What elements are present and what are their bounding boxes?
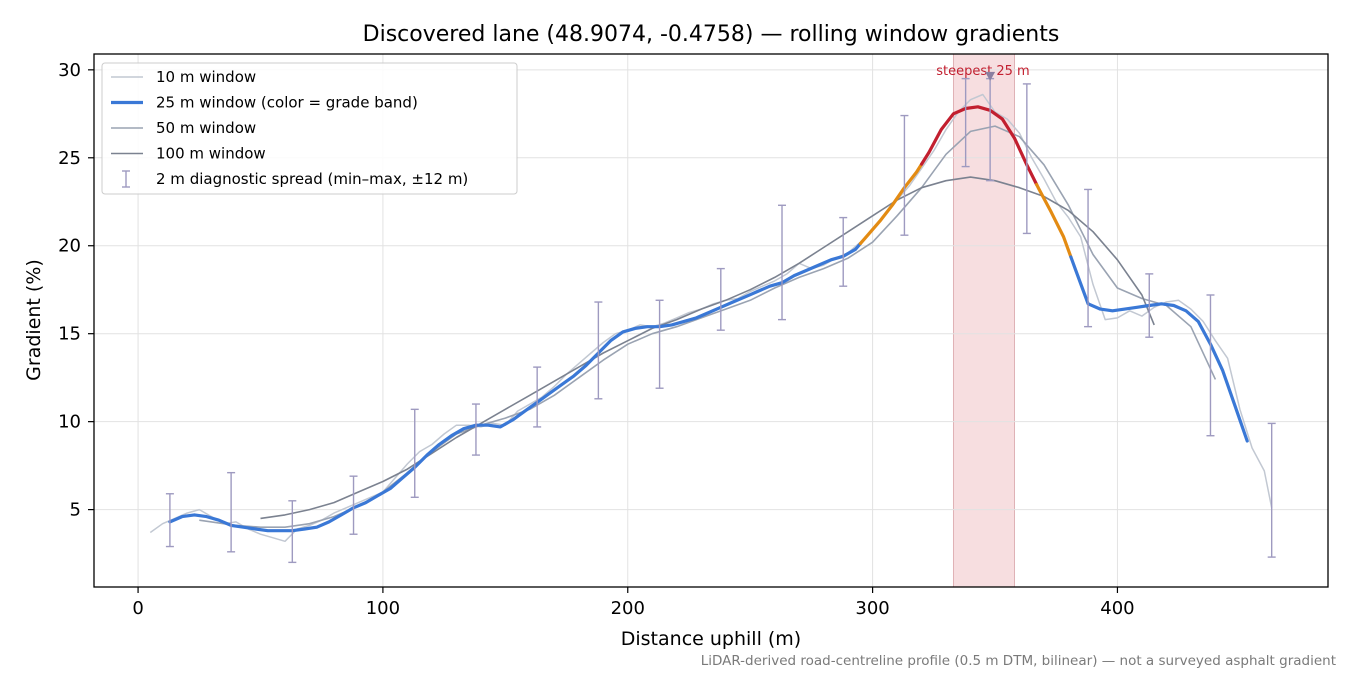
error-bar [1206,294,1215,437]
legend-item-50m: 50 m window [111,119,256,137]
series-25m-segment [1069,255,1249,443]
series-25m-segment [858,162,924,246]
series-layer [149,93,1273,543]
chart-title: Discovered lane (48.9074, -0.4758) — rol… [363,22,1060,47]
series-10m-line [149,93,1273,543]
legend: 10 m window 25 m window (color = grade ba… [101,62,518,195]
legend-label: 2 m diagnostic spread (min–max, ±12 m) [156,170,468,188]
y-tick-label: 10 [58,412,81,433]
y-tick-label: 30 [58,60,81,81]
error-bar [594,301,603,400]
legend-box [101,62,518,195]
legend-label: 50 m window [156,119,256,137]
error-bar [410,408,419,498]
axis-layer: 0 100 200 300 400 5 10 15 20 25 30 [58,60,1135,619]
error-bar [1267,422,1276,558]
legend-item-100m: 100 m window [111,145,266,163]
error-bar [1084,188,1093,328]
y-tick-label: 15 [58,324,81,345]
legend-item-errorbar: 2 m diagnostic spread (min–max, ±12 m) [122,170,468,188]
y-tick-label: 5 [70,500,81,521]
steepest-band [952,53,1016,588]
series-25m-segment [168,242,862,533]
x-tick-label: 200 [611,598,645,619]
series-25m-segment [920,105,1039,187]
band-annotation: steepest 25 m [936,64,1029,79]
error-bar [471,403,480,456]
legend-item-10m: 10 m window [111,68,256,86]
error-bar [1022,83,1031,235]
error-bar [839,216,848,287]
legend-label: 10 m window [156,68,256,86]
error-bar [165,493,174,548]
error-bar [533,366,542,428]
legend-label: 25 m window (color = grade band) [156,94,418,112]
error-bar [961,77,970,168]
x-tick-label: 100 [366,598,400,619]
highlight-band-layer [952,53,1016,588]
series-25m-segment [1035,182,1073,259]
x-axis-label: Distance uphill (m) [621,628,801,650]
legend-label: 100 m window [156,145,266,163]
error-bar [778,204,787,321]
error-bar [288,500,297,564]
error-bar [655,299,664,389]
steepest-marker [985,71,996,81]
footnote: LiDAR-derived road-centreline profile (0… [701,653,1336,669]
series-100m-line [260,176,1155,520]
error-bar [716,267,725,331]
x-tick-label: 0 [132,598,143,619]
y-tick-label: 20 [58,236,81,257]
error-bar [1145,273,1154,338]
legend-item-25m: 25 m window (color = grade band) [111,94,418,112]
x-tick-label: 300 [855,598,889,619]
plot-frame [93,53,1329,588]
annotation-layer: steepest 25 m [936,64,1030,81]
error-bar-layer [165,77,1276,564]
error-bar [349,475,358,535]
y-tick-label: 25 [58,148,81,169]
y-axis-label: Gradient (%) [23,259,45,381]
error-bar [227,471,236,553]
x-tick-label: 400 [1100,598,1134,619]
error-bar [900,114,909,236]
